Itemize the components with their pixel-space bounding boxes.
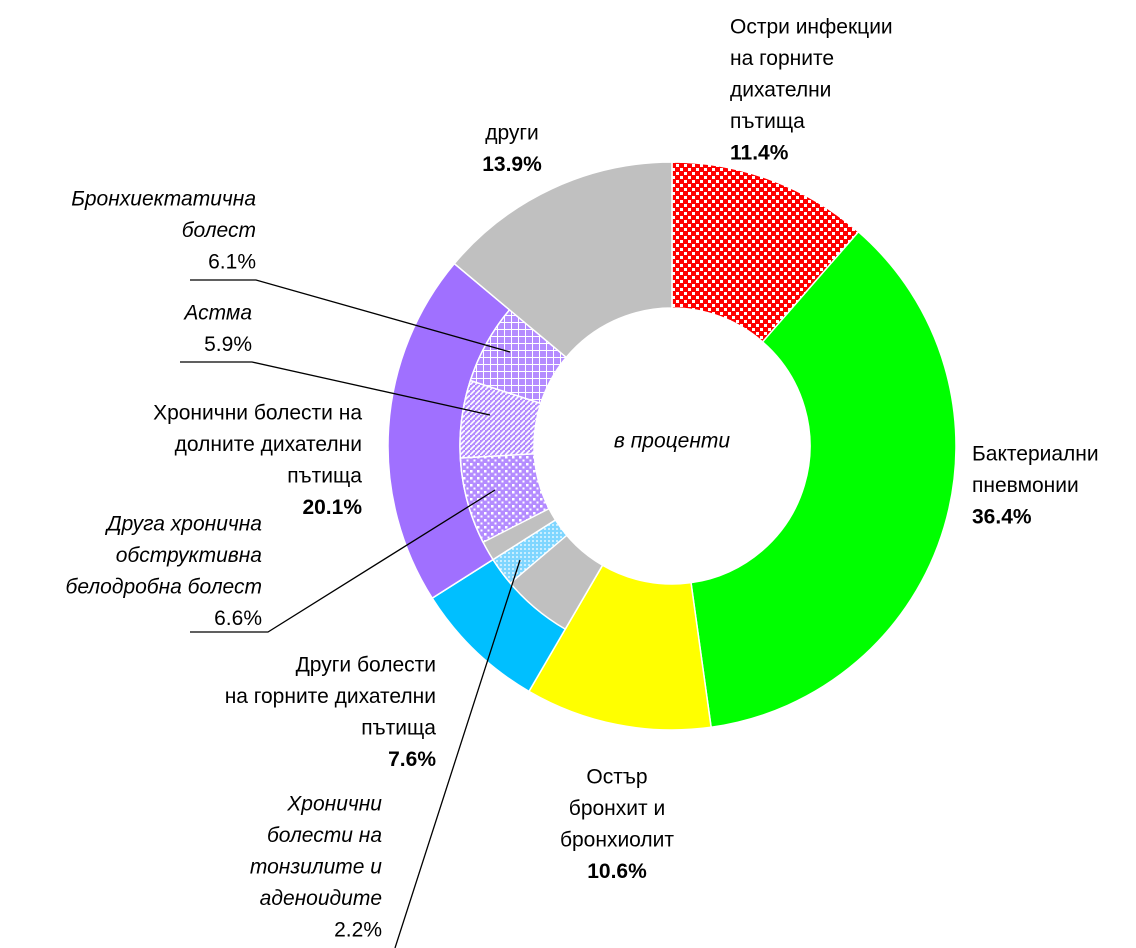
value-label: 5.9% xyxy=(204,333,252,356)
center-label: в проценти xyxy=(614,430,730,453)
segment-label: дихателни xyxy=(730,79,831,102)
segment-label: други xyxy=(485,122,539,145)
segment-label: на горните xyxy=(730,47,834,70)
segment-label: Астма xyxy=(182,302,252,325)
segment-label: обструктивна xyxy=(116,544,262,567)
segment-label: на горните дихателни xyxy=(225,685,436,708)
leader-line xyxy=(394,559,521,948)
segment xyxy=(453,161,673,359)
segment-label: Хронични xyxy=(286,793,382,816)
segment-label: Бактериални xyxy=(972,443,1099,466)
segment-label: пътища xyxy=(287,465,362,488)
value-label: 13.9% xyxy=(482,153,542,176)
value-label: 20.1% xyxy=(302,496,362,519)
value-label: 6.6% xyxy=(214,607,262,630)
segment-label: Остър xyxy=(586,766,647,789)
leader-line xyxy=(190,279,511,353)
segment-label: Хронични болести на xyxy=(153,402,362,425)
value-label: 2.2% xyxy=(334,919,382,942)
value-label: 11.4% xyxy=(730,142,789,165)
segment-label: бронхиолит xyxy=(560,829,674,852)
segment-label: Друга хронична xyxy=(105,513,262,536)
segment-label: аденоидите xyxy=(260,887,382,910)
value-label: 10.6% xyxy=(587,860,647,883)
segment-label: пътища xyxy=(730,110,805,133)
segment-label: белодробна болест xyxy=(66,576,262,599)
segment-label: болести на xyxy=(267,824,382,847)
segment-label: бронхит и xyxy=(569,797,665,820)
leader-lines xyxy=(180,279,521,948)
segment-label: Бронхиектатична xyxy=(71,188,256,211)
segment-label: пневмонии xyxy=(972,474,1079,497)
labels: Остри инфекции на горните дихателни пътища 1… xyxy=(66,16,1099,942)
segment-label: Остри инфекции xyxy=(730,16,893,39)
leader-line xyxy=(190,489,496,633)
segment-label: болест xyxy=(182,219,256,242)
segment xyxy=(690,230,957,729)
leader-line xyxy=(180,361,491,416)
value-label: 7.6% xyxy=(388,748,436,771)
segment-label: тонзилите и xyxy=(250,856,382,879)
segment-label: Други болести xyxy=(296,654,436,677)
value-label: 6.1% xyxy=(208,251,256,274)
segment-label: долните дихателни xyxy=(175,433,362,456)
value-label: 36.4% xyxy=(972,506,1032,529)
segment-label: пътища xyxy=(361,717,436,740)
